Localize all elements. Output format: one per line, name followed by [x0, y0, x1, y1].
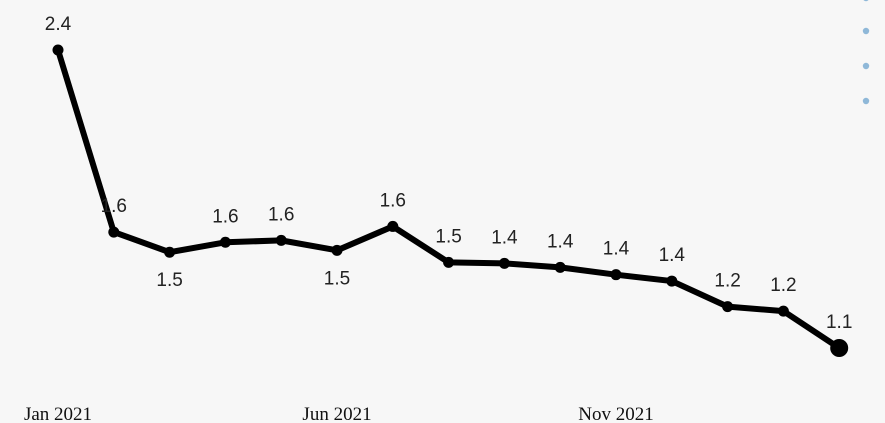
data-label: 1.4: [491, 227, 518, 248]
series-line: [55, 47, 843, 351]
data-label: 1.5: [324, 268, 350, 289]
data-point[interactable]: [610, 269, 622, 281]
data-point[interactable]: [777, 305, 789, 317]
data-point[interactable]: [498, 257, 510, 269]
series-layer: [52, 44, 849, 357]
data-label: 1.1: [826, 312, 852, 333]
data-label: 1.6: [268, 204, 294, 225]
data-label: 1.6: [101, 196, 127, 217]
data-point[interactable]: [219, 236, 231, 248]
data-label: 1.5: [435, 226, 461, 247]
data-label: 1.4: [547, 231, 574, 252]
data-label: 1.6: [380, 190, 406, 211]
data-label: 1.2: [770, 275, 796, 296]
data-labels: 2.4 1.6 1.5 1.6 1.6 1.5 1.6 1.5 1.4 1.4 1.4 1.4 1.2 1…: [45, 14, 853, 333]
data-point[interactable]: [108, 226, 120, 238]
data-label: 1.5: [156, 270, 182, 291]
data-label: 1.6: [212, 206, 238, 227]
data-point[interactable]: [722, 301, 734, 313]
x-tick-label: Jan 2021: [24, 404, 92, 423]
data-label: 1.2: [714, 271, 740, 292]
legend-markers: [862, 0, 870, 105]
legend-marker: [862, 27, 870, 35]
data-point[interactable]: [52, 44, 64, 56]
data-point[interactable]: [554, 261, 566, 273]
data-point[interactable]: [164, 246, 176, 258]
legend-marker: [863, 0, 869, 2]
data-label: 1.4: [659, 245, 686, 266]
x-tick-label: Nov 2021: [578, 404, 653, 423]
data-label: 1.4: [603, 239, 630, 260]
data-point[interactable]: [443, 256, 455, 268]
data-point[interactable]: [387, 220, 399, 232]
data-point[interactable]: [666, 275, 678, 287]
x-axis-ticks: Jan 2021 Jun 2021 Nov 2021: [24, 404, 654, 423]
data-point[interactable]: [275, 234, 287, 246]
legend-marker: [862, 97, 870, 105]
data-point[interactable]: [830, 339, 849, 357]
data-point[interactable]: [331, 244, 343, 256]
x-tick-label: Jun 2021: [302, 404, 371, 423]
data-label: 2.4: [45, 14, 72, 35]
legend-marker: [862, 62, 870, 70]
